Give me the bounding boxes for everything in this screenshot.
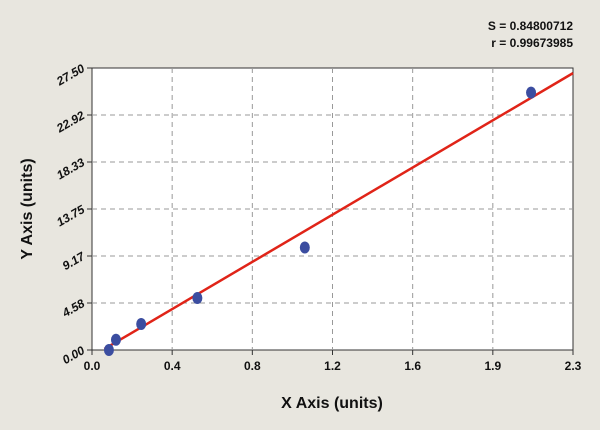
x-axis-label: X Axis (units) xyxy=(281,395,383,412)
x-tick-label: 1.6 xyxy=(404,359,421,373)
y-axis-label: Y Axis (units) xyxy=(19,158,36,259)
x-tick-label: 0.8 xyxy=(244,359,261,373)
data-point xyxy=(103,344,114,356)
data-point xyxy=(526,86,537,99)
x-tick-label: 1.9 xyxy=(484,359,501,373)
data-point xyxy=(110,333,121,346)
x-tick-label: 2.3 xyxy=(565,359,582,373)
data-point xyxy=(192,292,203,305)
fit-line xyxy=(103,72,574,351)
data-point xyxy=(136,317,147,330)
data-point xyxy=(299,241,310,254)
annotation: S = 0.84800712 xyxy=(488,19,573,33)
x-tick-label: 1.2 xyxy=(324,359,341,373)
x-tick-label: 0.0 xyxy=(84,359,101,373)
x-tick-label: 0.4 xyxy=(164,359,181,373)
annotation: r = 0.99673985 xyxy=(491,36,573,50)
